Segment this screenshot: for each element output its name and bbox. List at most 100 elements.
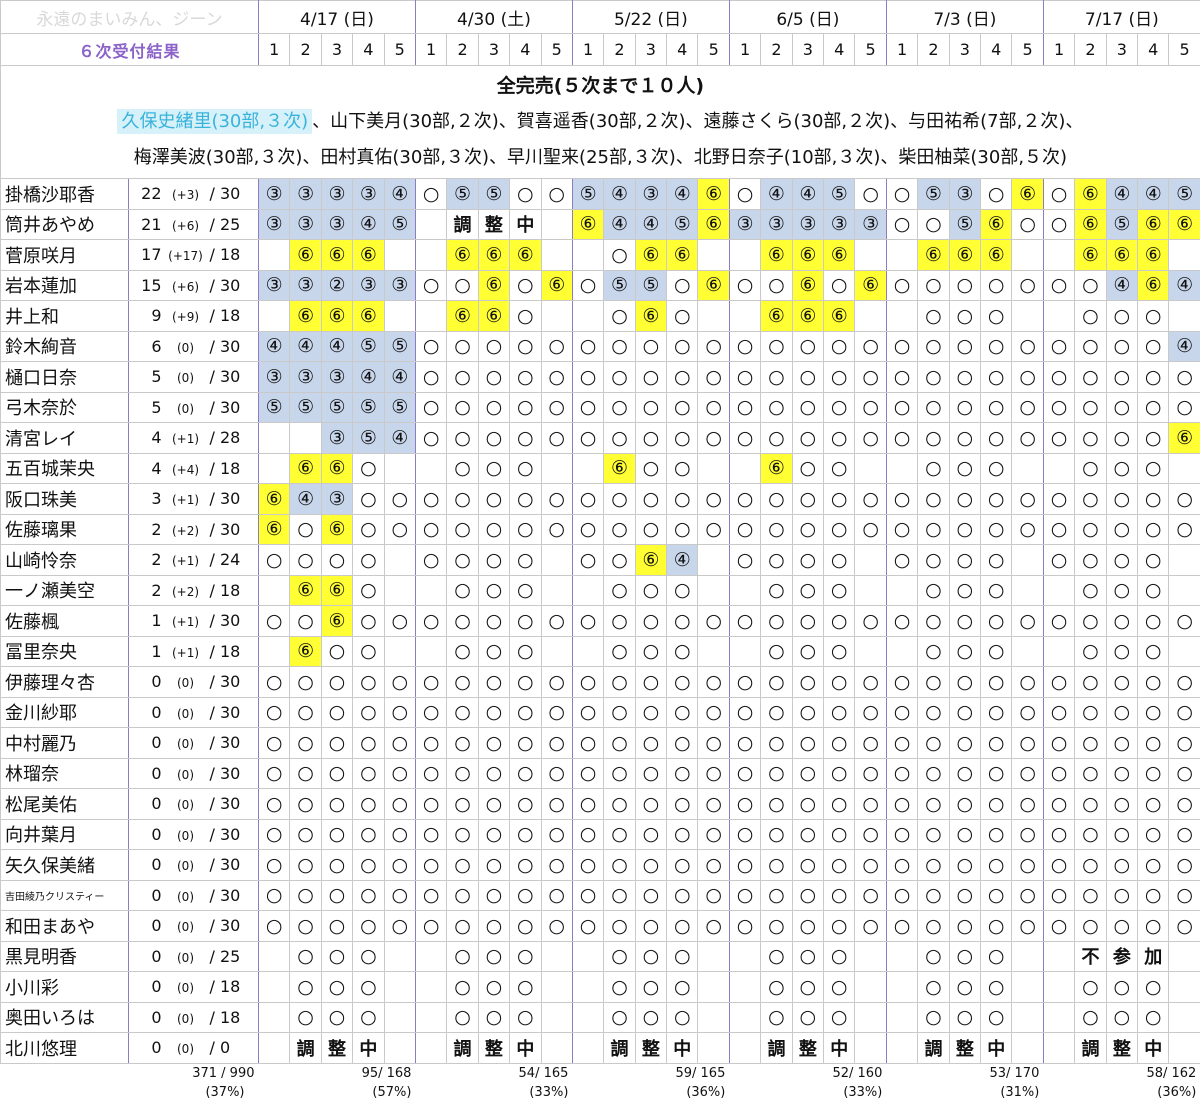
slot-cell: ○ — [541, 484, 572, 515]
slot-cell: ⑥ — [572, 209, 603, 240]
member-count: 22(+3)/ 30 — [129, 179, 259, 210]
delta: (0) — [162, 890, 210, 904]
slot-cell: ⑥ — [761, 240, 792, 271]
slot-cell: ○ — [981, 575, 1012, 606]
slot-cell: ○ — [824, 972, 855, 1003]
slot-cell — [729, 301, 760, 332]
slot-cell: ○ — [667, 331, 698, 362]
count: 0 — [132, 794, 162, 813]
slot-cell: ○ — [792, 484, 823, 515]
slot-cell — [855, 1033, 886, 1064]
slot-cell: ○ — [1075, 667, 1106, 698]
slot-cell: ○ — [1075, 728, 1106, 759]
slot-cell: ○ — [415, 728, 446, 759]
slot-cell: ○ — [1075, 1002, 1106, 1033]
slot-number: 5 — [855, 34, 886, 66]
delta: (0) — [162, 341, 210, 355]
slot-cell: ○ — [824, 514, 855, 545]
slot-cell: ○ — [321, 667, 352, 698]
slot-number: 3 — [321, 34, 352, 66]
slot-cell: ○ — [824, 697, 855, 728]
slot-cell: ○ — [1075, 392, 1106, 423]
slot-cell: ○ — [1075, 850, 1106, 881]
slot-cell: ○ — [824, 270, 855, 301]
slot-cell: ○ — [604, 728, 635, 759]
member-name: 山崎怜奈 — [1, 545, 129, 576]
slot-cell — [1043, 240, 1074, 271]
slot-cell: ○ — [792, 453, 823, 484]
slot-cell: ○ — [855, 484, 886, 515]
slot-cell: ⑥ — [1075, 179, 1106, 210]
slot-cell: ○ — [729, 270, 760, 301]
member-name: 佐藤璃果 — [1, 514, 129, 545]
group-count: 52/ 160 — [729, 1064, 882, 1083]
slot-cell: ○ — [1169, 728, 1200, 759]
slot-cell: ○ — [761, 667, 792, 698]
slot-cell: ④ — [1138, 179, 1169, 210]
slot-cell: ○ — [792, 392, 823, 423]
slot-cell: ○ — [604, 362, 635, 393]
slot-cell — [541, 453, 572, 484]
slot-cell: ○ — [572, 484, 603, 515]
slot-cell: ○ — [949, 423, 980, 454]
slot-cell: ○ — [478, 606, 509, 637]
slot-cell: ○ — [384, 728, 415, 759]
slot-cell: ○ — [384, 667, 415, 698]
slot-cell: ⑥ — [698, 270, 729, 301]
slot-cell: ○ — [761, 484, 792, 515]
slot-cell: ○ — [1138, 972, 1169, 1003]
slot-cell: ④ — [761, 179, 792, 210]
slot-cell: ○ — [572, 545, 603, 576]
slot-cell: ○ — [321, 636, 352, 667]
slot-cell — [415, 453, 446, 484]
group-pct: (31%) — [886, 1083, 1039, 1102]
slot-cell — [1012, 636, 1043, 667]
count: 0 — [132, 672, 162, 691]
overall-total: 371 / 990(37%) — [1, 1063, 259, 1104]
slot-cell: ○ — [1043, 697, 1074, 728]
slot-cell: ○ — [1012, 789, 1043, 820]
slot-cell: ○ — [698, 758, 729, 789]
member-count: 0(0)/ 25 — [129, 941, 259, 972]
slot-cell: ○ — [981, 331, 1012, 362]
delta: (0) — [162, 402, 210, 416]
slot-cell: ○ — [415, 697, 446, 728]
slot-cell: ○ — [510, 880, 541, 911]
member-count: 17(+17)/ 18 — [129, 240, 259, 271]
slot-cell: ○ — [1012, 362, 1043, 393]
group-pct: (33%) — [729, 1083, 882, 1102]
slot-cell: ○ — [604, 636, 635, 667]
group-total: 58/ 162(36%) — [1043, 1063, 1200, 1104]
slot-cell: ○ — [1075, 819, 1106, 850]
member-count: 9(+9)/ 18 — [129, 301, 259, 332]
slot-cell: ○ — [949, 362, 980, 393]
slot-cell — [729, 240, 760, 271]
slot-cell: ○ — [510, 514, 541, 545]
slot-cell: ○ — [949, 331, 980, 362]
slot-cell: ⑥ — [635, 301, 666, 332]
delta: (0) — [162, 951, 210, 965]
slot-cell: ○ — [1075, 697, 1106, 728]
slot-cell: ○ — [918, 880, 949, 911]
capacity: / 30 — [210, 794, 256, 813]
slot-cell: ○ — [1138, 545, 1169, 576]
slot-cell: ○ — [604, 606, 635, 637]
slot-cell: ⑥ — [321, 240, 352, 271]
delta: (+1) — [162, 615, 210, 629]
slot-cell: ○ — [667, 819, 698, 850]
count: 1 — [132, 642, 162, 661]
slot-cell: ④ — [321, 331, 352, 362]
slot-cell: ○ — [1012, 331, 1043, 362]
slot-cell: ○ — [855, 789, 886, 820]
delta: (+1) — [162, 432, 210, 446]
slot-cell: ○ — [259, 850, 290, 881]
slot-cell: ○ — [572, 850, 603, 881]
slot-cell — [1169, 1002, 1200, 1033]
slot-cell: ○ — [604, 880, 635, 911]
slot-cell: ⑥ — [824, 240, 855, 271]
slot-cell: ④ — [384, 423, 415, 454]
